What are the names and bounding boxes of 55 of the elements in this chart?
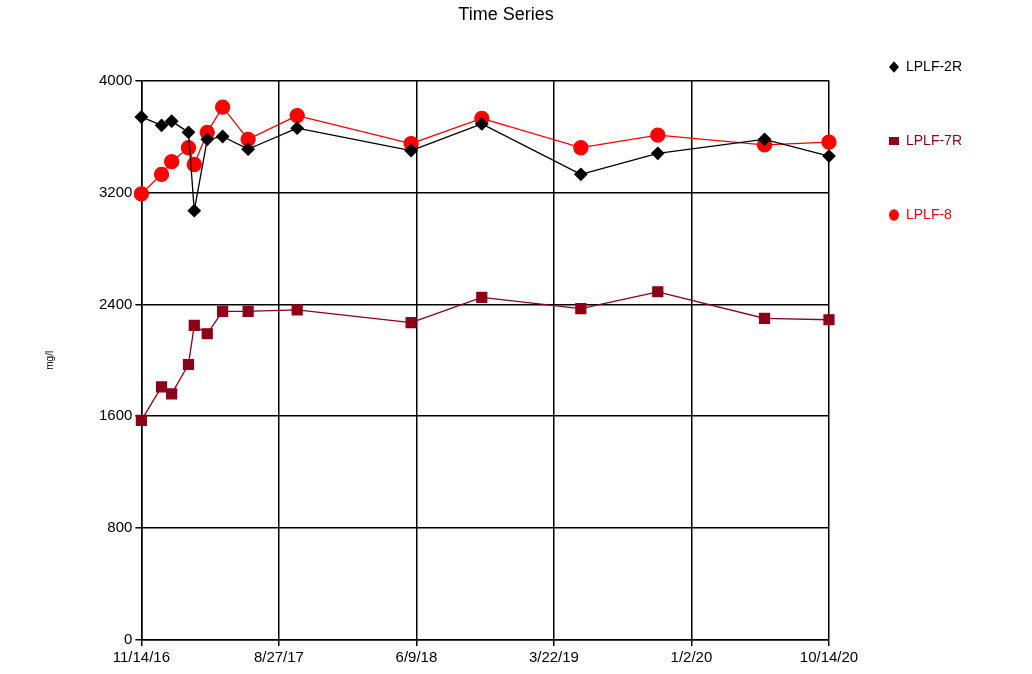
legend-label: LPLF-7R (905, 131, 963, 148)
point (165, 114, 179, 128)
point (823, 314, 835, 326)
point (574, 167, 588, 181)
point (134, 110, 149, 124)
y-tick-label: 4000 (98, 70, 133, 88)
point (404, 143, 418, 158)
point (652, 286, 664, 298)
point (187, 204, 201, 218)
point (188, 319, 200, 331)
point (182, 358, 195, 371)
point (405, 316, 417, 329)
y-tick-label: 2400 (98, 294, 133, 312)
y-tick-label: 800 (107, 518, 133, 536)
point (291, 304, 303, 316)
point (650, 127, 666, 143)
y-tick-label: 3200 (98, 182, 133, 200)
legend-label: LPLF-2R (905, 57, 963, 74)
point (200, 132, 214, 146)
y-tick-label: 1600 (98, 406, 133, 424)
point (758, 312, 771, 324)
chart-title: Time Series (458, 3, 554, 24)
point (651, 146, 665, 160)
point (821, 134, 837, 150)
point (214, 99, 231, 115)
point (154, 118, 169, 132)
x-tick-label: 3/22/19 (528, 648, 579, 666)
point (215, 129, 230, 144)
x-tick-label: 11/14/16 (112, 648, 171, 666)
point (135, 414, 147, 427)
y-axis-title: mg/l (43, 350, 55, 370)
point (217, 305, 229, 317)
point (166, 388, 178, 400)
point (164, 154, 180, 170)
y-tick-label: 0 (124, 630, 133, 648)
point (242, 305, 254, 317)
point (475, 117, 489, 131)
point (822, 149, 836, 163)
legend-label: LPLF-8 (905, 205, 953, 222)
point (241, 142, 255, 156)
point (575, 302, 587, 315)
point (181, 125, 196, 139)
x-tick-label: 6/9/18 (395, 648, 438, 666)
point (289, 107, 305, 124)
point (153, 166, 170, 182)
point (201, 328, 213, 340)
x-tick-label: 10/14/20 (799, 648, 859, 666)
point (476, 291, 488, 303)
x-tick-label: 8/27/17 (253, 648, 304, 666)
point (757, 132, 772, 146)
point (155, 381, 168, 393)
point (573, 140, 589, 156)
point (133, 186, 150, 202)
x-tick-label: 1/2/20 (670, 648, 713, 666)
point (290, 121, 304, 135)
